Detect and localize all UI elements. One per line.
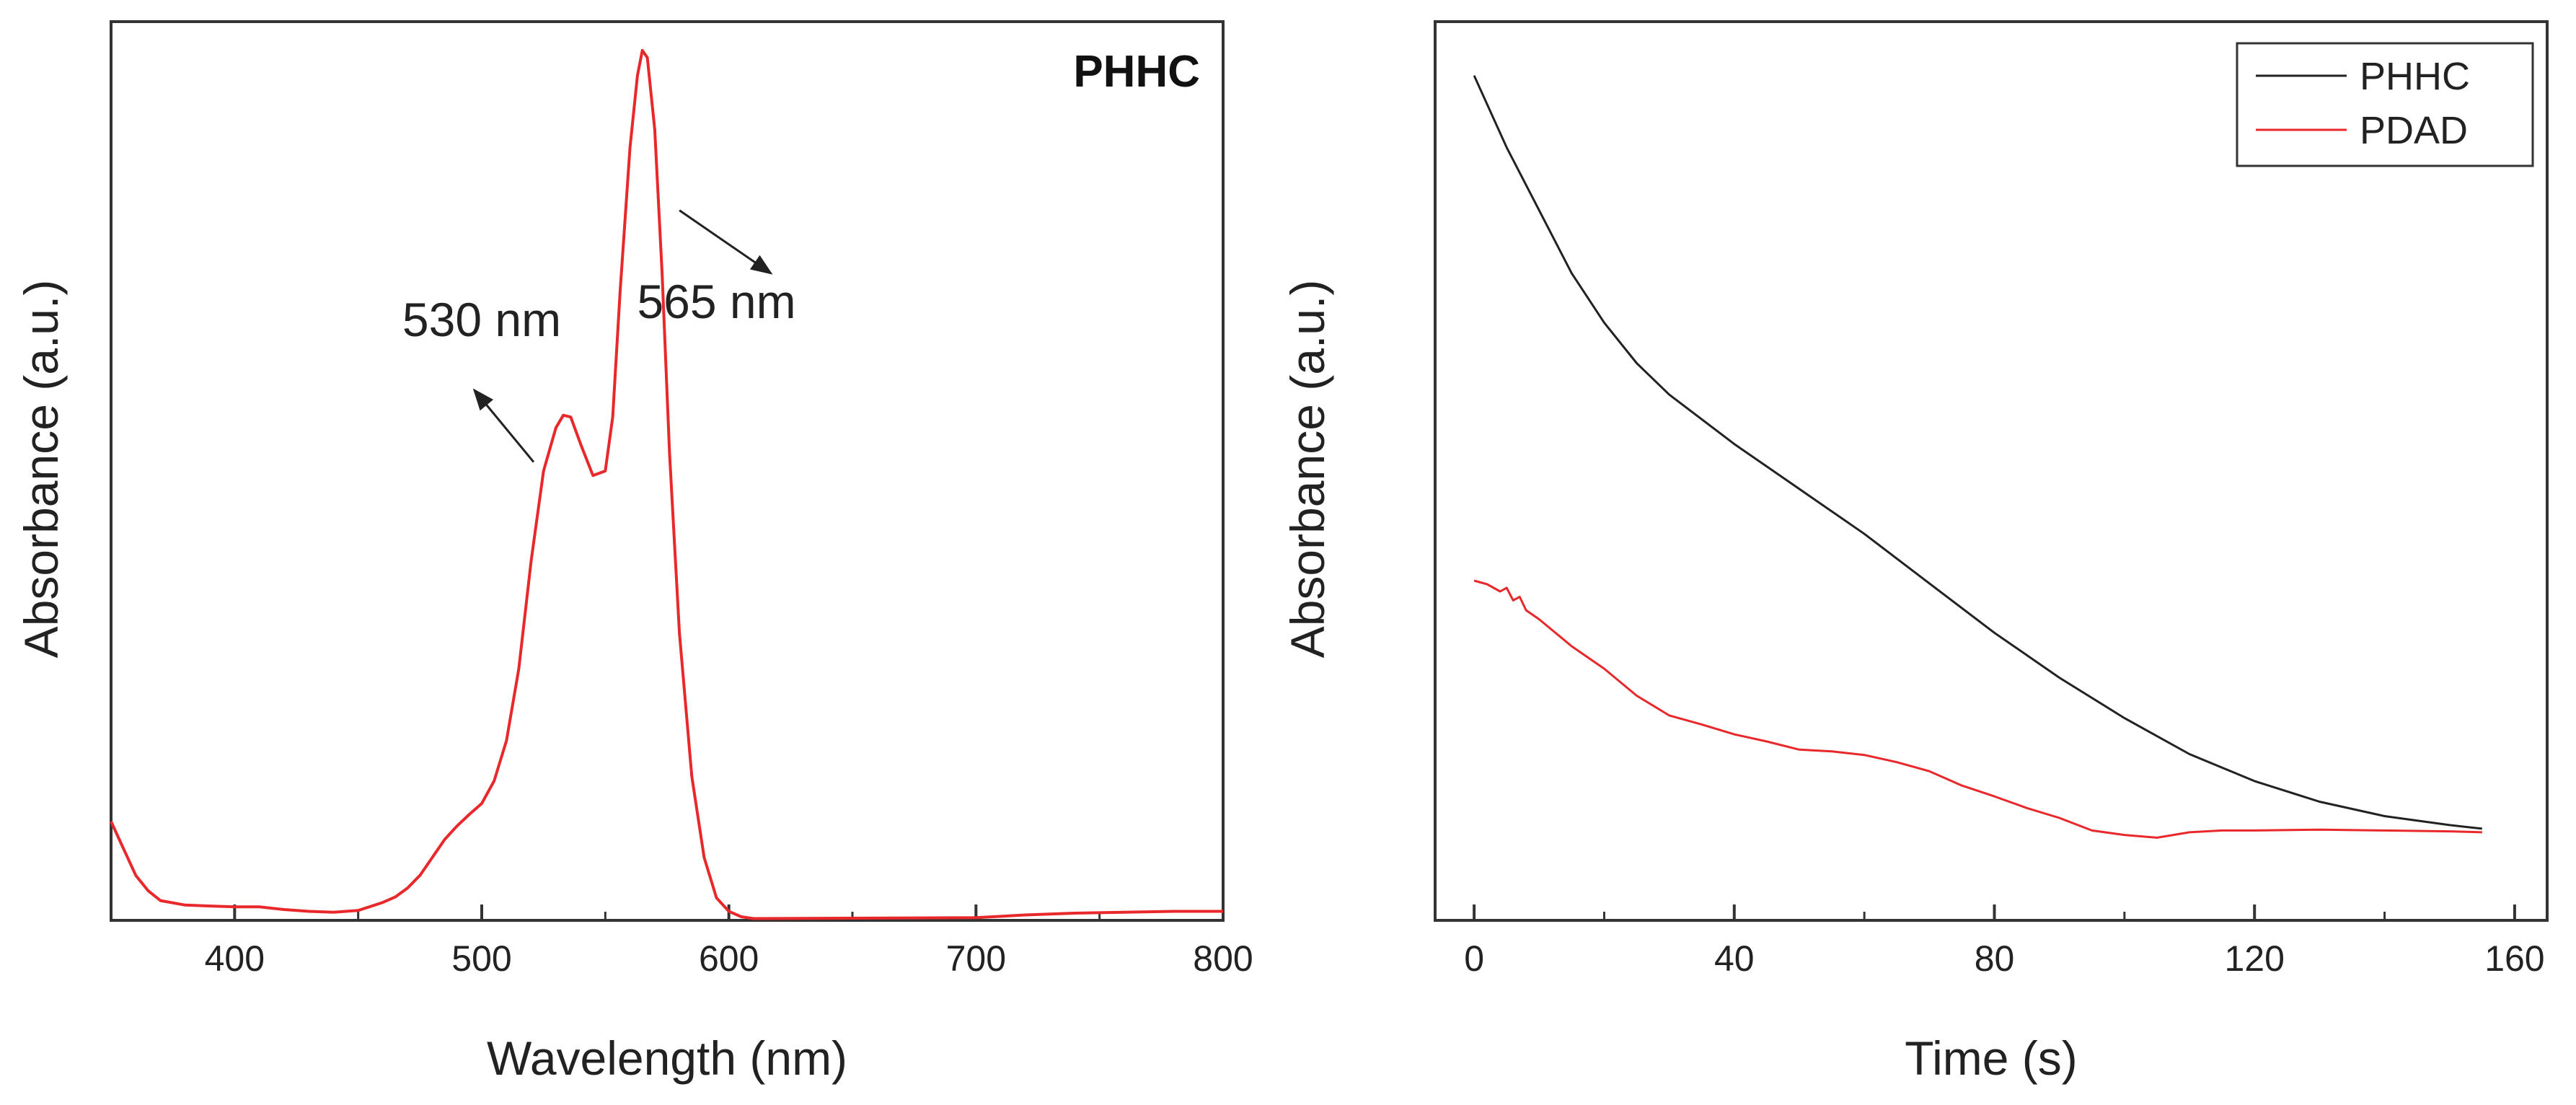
x-tick-label: 500 — [451, 938, 511, 979]
y-axis-title: Absorbance (a.u.) — [1281, 280, 1334, 659]
x-axis-title: Time (s) — [1905, 1031, 2078, 1085]
decay-line-pdad — [1473, 579, 2482, 839]
x-axis-tick-labels: 0 40 80 120 160 — [1464, 938, 2544, 979]
annotation-label: 565 nm — [637, 275, 795, 328]
spectrum-line-phhc — [110, 48, 1223, 920]
legend-box — [2236, 42, 2534, 167]
annotation-arrow — [472, 388, 535, 463]
plot-frame — [110, 20, 1225, 922]
annotation-arrow — [679, 209, 773, 275]
x-axis-ticks — [1473, 904, 2516, 920]
x-tick-label: 600 — [699, 938, 759, 979]
absorbance-spectrum-panel: 400 500 600 700 800 530 nm 565 nm PHHC Wavele… — [14, 20, 1253, 1085]
annotation-label: 530 nm — [402, 293, 561, 346]
x-tick-label: 400 — [205, 938, 265, 979]
x-tick-label: 0 — [1464, 938, 1484, 979]
peak-annotations: 530 nm 565 nm — [402, 209, 796, 463]
x-tick-label: 40 — [1714, 938, 1755, 979]
panel-tag: PHHC — [1073, 47, 1200, 97]
x-axis-title: Wavelength (nm) — [487, 1031, 847, 1085]
x-tick-label: 120 — [2224, 938, 2284, 979]
x-tick-label: 160 — [2484, 938, 2544, 979]
decay-line-phhc — [1473, 75, 2482, 830]
x-tick-label: 80 — [1975, 938, 2015, 979]
x-axis-tick-labels: 400 500 600 700 800 — [205, 938, 1253, 979]
y-axis-title: Absorbance (a.u.) — [14, 280, 68, 659]
x-tick-label: 700 — [946, 938, 1006, 979]
plot-frame — [1434, 20, 2549, 922]
legend: PHHC PDAD — [2236, 42, 2534, 167]
legend-label-pdad: PDAD — [2360, 109, 2468, 152]
absorbance-vs-time-panel: 0 40 80 120 160 PHHC PDAD Time (s) Absorbanc… — [1281, 20, 2549, 1085]
legend-label-phhc: PHHC — [2360, 55, 2470, 98]
x-tick-label: 800 — [1193, 938, 1253, 979]
